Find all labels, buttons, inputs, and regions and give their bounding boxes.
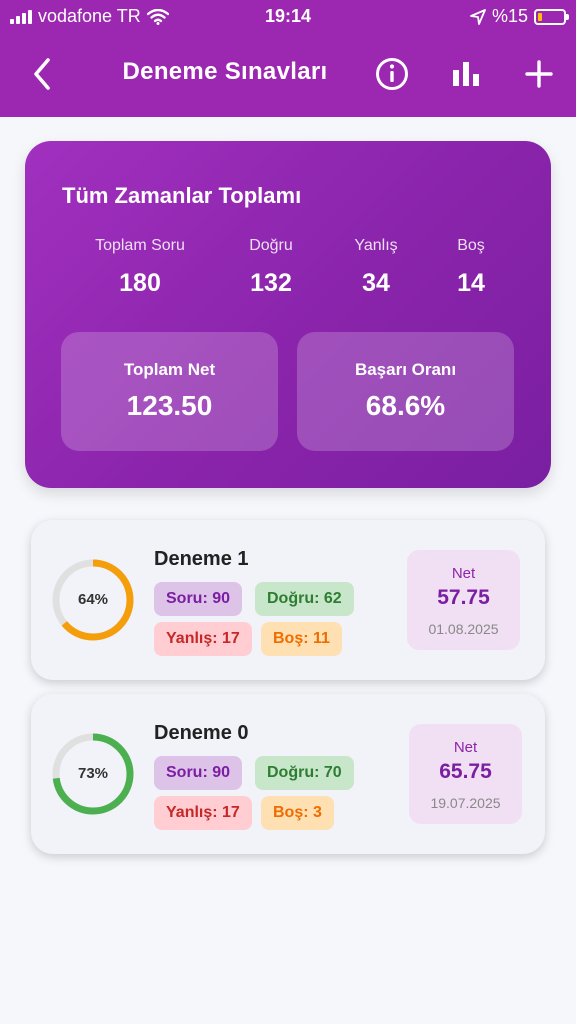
page-title: Deneme Sınavları bbox=[122, 58, 328, 85]
stat-value: 34 bbox=[362, 269, 390, 297]
exam-name: Deneme 0 bbox=[154, 722, 249, 744]
battery-icon bbox=[534, 8, 569, 25]
progress-ring-icon bbox=[52, 733, 134, 815]
summary-title: Tüm Zamanlar Toplamı bbox=[62, 183, 302, 208]
wrong-count-chip: Yanlış: 17 bbox=[154, 622, 252, 656]
net-value: 65.75 bbox=[439, 760, 492, 783]
empty-count-chip: Boş: 3 bbox=[261, 796, 334, 830]
stat-value: 180 bbox=[119, 269, 161, 297]
status-bar: vodafone TR 19:14 %15 bbox=[0, 0, 576, 34]
metric-label: Başarı Oranı bbox=[354, 360, 457, 379]
all-time-summary-card: Tüm Zamanlar Toplamı Toplam Soru 180 Doğ… bbox=[25, 141, 551, 488]
stat-value: 14 bbox=[457, 269, 485, 297]
carrier-label: vodafone TR bbox=[38, 6, 141, 26]
metric-value: 68.6% bbox=[365, 390, 446, 421]
plus-icon[interactable] bbox=[521, 56, 557, 92]
net-label: Net bbox=[453, 739, 478, 756]
nav-bar: Deneme Sınavları bbox=[0, 40, 576, 110]
app-bar: vodafone TR 19:14 %15 Deneme Sınavları bbox=[0, 0, 576, 117]
bar-chart-icon[interactable] bbox=[448, 56, 484, 92]
stat-label: Yanlış bbox=[354, 237, 398, 254]
net-score-box: Net 57.75 01.08.2025 bbox=[407, 550, 520, 650]
empty-count-chip: Boş: 11 bbox=[261, 622, 342, 656]
ring-percent-label: 64% bbox=[77, 591, 109, 608]
back-chevron-icon[interactable] bbox=[28, 56, 60, 92]
info-icon[interactable] bbox=[374, 56, 410, 92]
success-rate-box: Başarı Oranı 68.6% bbox=[297, 332, 514, 451]
exam-name: Deneme 1 bbox=[154, 548, 249, 570]
net-value: 57.75 bbox=[437, 586, 490, 609]
signal-icon bbox=[10, 9, 32, 24]
location-arrow-icon bbox=[470, 8, 486, 25]
stat-label: Boş bbox=[457, 237, 485, 254]
progress-ring-icon bbox=[52, 559, 134, 641]
stat-value: 132 bbox=[250, 269, 292, 297]
wrong-stat: Yanlış 34 bbox=[301, 237, 451, 298]
net-label: Net bbox=[451, 565, 476, 582]
success-ring: 64% bbox=[51, 558, 135, 642]
battery-percent: %15 bbox=[491, 6, 528, 26]
exam-date: 01.08.2025 bbox=[428, 621, 499, 637]
ring-percent-label: 73% bbox=[77, 765, 109, 782]
empty-stat: Boş 14 bbox=[396, 237, 546, 298]
correct-count-chip: Doğru: 62 bbox=[255, 582, 354, 616]
question-count-chip: Soru: 90 bbox=[154, 756, 243, 790]
stat-label: Toplam Soru bbox=[95, 237, 185, 254]
total-net-box: Toplam Net 123.50 bbox=[61, 332, 278, 451]
wifi-icon bbox=[146, 8, 169, 25]
total-questions-stat: Toplam Soru 180 bbox=[65, 237, 215, 298]
correct-count-chip: Doğru: 70 bbox=[255, 756, 354, 790]
wrong-count-chip: Yanlış: 17 bbox=[154, 796, 252, 830]
metric-value: 123.50 bbox=[126, 390, 213, 421]
success-ring: 73% bbox=[51, 732, 135, 816]
metric-label: Toplam Net bbox=[123, 360, 216, 379]
stat-label: Doğru bbox=[249, 237, 293, 254]
status-time: 19:14 bbox=[264, 6, 312, 26]
question-count-chip: Soru: 90 bbox=[154, 582, 243, 616]
exam-card[interactable]: 64% Deneme 1 Soru: 90 Doğru: 62 Yanlış: … bbox=[31, 520, 545, 680]
correct-stat: Doğru 132 bbox=[196, 237, 346, 298]
net-score-box: Net 65.75 19.07.2025 bbox=[409, 724, 522, 824]
exam-card[interactable]: 73% Deneme 0 Soru: 90 Doğru: 70 Yanlış: … bbox=[31, 694, 545, 854]
exam-date: 19.07.2025 bbox=[430, 795, 501, 811]
